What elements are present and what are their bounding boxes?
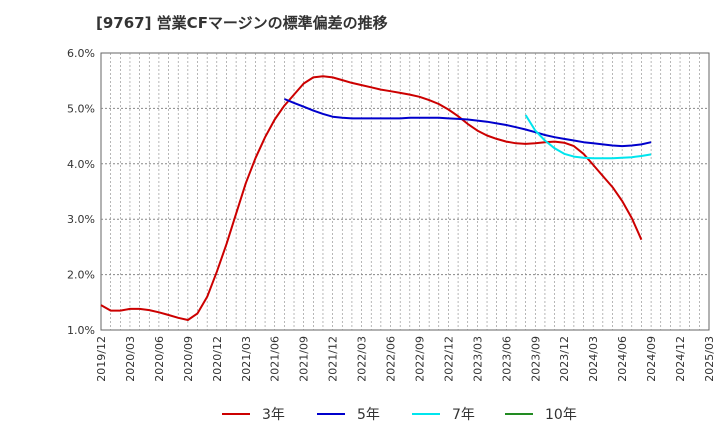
legend: 3年 5年 7年 10年 xyxy=(222,407,577,423)
x-tick-label: 2021/06 xyxy=(269,336,282,382)
series-line-7年 xyxy=(524,114,652,160)
legend-label: 7年 xyxy=(452,407,475,423)
y-tick-label: 4.0% xyxy=(67,158,95,171)
y-tick-label: 1.0% xyxy=(67,324,95,337)
legend-label: 3年 xyxy=(262,407,285,423)
y-axis-ticks: 1.0% 2.0% 3.0% 4.0% 5.0% 6.0% xyxy=(67,47,95,337)
x-tick-label: 2019/12 xyxy=(95,336,108,382)
plot-area-border xyxy=(100,52,710,331)
chart-title: [9767] 営業CFマージンの標準偏差の推移 xyxy=(96,14,388,32)
x-tick-label: 2023/12 xyxy=(558,336,571,382)
x-tick-label: 2024/09 xyxy=(645,336,658,382)
x-tick-label: 2022/06 xyxy=(385,336,398,382)
x-tick-label: 2020/06 xyxy=(153,336,166,382)
series-line-5年 xyxy=(284,98,652,148)
x-tick-label: 2024/06 xyxy=(616,336,629,382)
x-axis-ticks: 2019/12 2020/03 2020/06 2020/09 2020/12 2021/… xyxy=(95,336,716,382)
x-tick-label: 2023/03 xyxy=(471,336,484,382)
x-tick-label: 2022/03 xyxy=(356,336,369,382)
x-tick-label: 2023/09 xyxy=(529,336,542,382)
series-line-3年 xyxy=(100,75,643,321)
x-tick-label: 2021/03 xyxy=(240,336,253,382)
x-tick-label: 2023/06 xyxy=(500,336,513,382)
y-tick-label: 3.0% xyxy=(67,213,95,226)
x-tick-label: 2020/03 xyxy=(124,336,137,382)
x-tick-label: 2020/12 xyxy=(211,336,224,382)
legend-label: 10年 xyxy=(545,407,577,423)
x-tick-label: 2024/12 xyxy=(674,336,687,382)
x-tick-label: 2021/09 xyxy=(298,336,311,382)
y-tick-label: 2.0% xyxy=(67,269,95,282)
legend-label: 5年 xyxy=(357,407,380,423)
x-tick-label: 2025/03 xyxy=(703,336,716,382)
x-tick-label: 2020/09 xyxy=(182,336,195,382)
x-tick-label: 2022/12 xyxy=(442,336,455,382)
grid-lines xyxy=(101,53,709,330)
y-tick-label: 6.0% xyxy=(67,47,95,60)
series-lines xyxy=(100,75,652,321)
y-tick-label: 5.0% xyxy=(67,102,95,115)
x-tick-label: 2022/09 xyxy=(413,336,426,382)
x-tick-label: 2021/12 xyxy=(327,336,340,382)
x-tick-label: 2024/03 xyxy=(587,336,600,382)
